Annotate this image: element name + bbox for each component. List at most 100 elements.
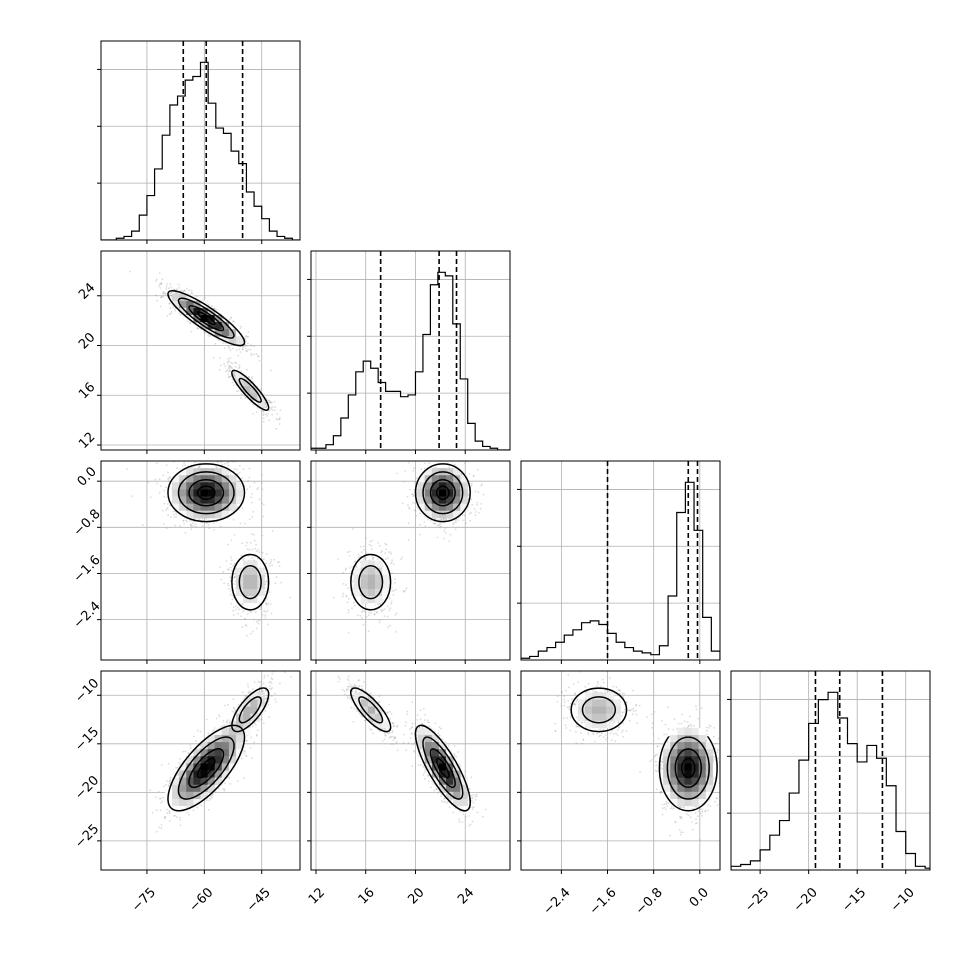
sample-point <box>470 511 472 514</box>
sample-point <box>342 592 345 595</box>
sample-point <box>474 514 477 517</box>
sample-point <box>279 409 282 412</box>
sample-point <box>269 562 271 565</box>
y-tick-label: 0.0 <box>75 464 100 489</box>
y-tick-label: 12 <box>76 430 98 452</box>
sample-point <box>250 557 253 560</box>
density-cell <box>360 581 369 590</box>
sample-point <box>158 272 161 275</box>
sample-point <box>453 458 455 460</box>
sample-point <box>207 524 210 526</box>
sample-point <box>473 508 476 510</box>
sample-point <box>169 307 172 310</box>
sample-point <box>439 523 441 526</box>
sample-point <box>384 542 387 545</box>
sample-point <box>370 544 373 547</box>
sample-point <box>426 457 428 459</box>
sample-point <box>168 475 171 478</box>
sample-point <box>213 522 215 524</box>
sample-point <box>461 519 464 522</box>
sample-point <box>267 399 270 402</box>
sample-point <box>250 496 253 499</box>
sample-point <box>247 479 250 482</box>
sample-point <box>252 556 255 559</box>
sample-point <box>470 482 473 485</box>
sample-point <box>216 309 218 311</box>
density-cell <box>438 489 447 497</box>
sample-point <box>476 501 479 504</box>
sample-point <box>394 578 396 580</box>
sample-point <box>262 682 265 685</box>
sample-point <box>196 295 198 298</box>
sample-point <box>248 467 251 470</box>
sample-point <box>235 468 238 471</box>
sample-point <box>234 361 236 364</box>
sample-point <box>160 282 163 285</box>
sample-point <box>454 463 456 466</box>
sample-point <box>432 522 435 524</box>
sample-point <box>280 581 282 584</box>
sample-point <box>439 519 442 521</box>
sample-point <box>263 558 265 560</box>
sample-point <box>231 569 233 572</box>
sample-point <box>204 297 207 299</box>
sample-point <box>241 348 244 351</box>
sample-point <box>163 495 166 498</box>
sample-point <box>227 370 230 373</box>
sample-point <box>244 338 247 340</box>
density-cell <box>207 510 216 519</box>
sample-point <box>217 339 220 342</box>
sample-point <box>233 583 236 585</box>
sample-point <box>190 523 192 526</box>
sample-point <box>390 552 393 555</box>
sample-point <box>258 498 261 501</box>
sample-point <box>231 378 234 381</box>
sample-point <box>237 354 240 357</box>
sample-point <box>433 456 435 458</box>
sample-point <box>266 610 269 612</box>
sample-point <box>414 502 417 505</box>
sample-point <box>158 285 160 287</box>
sample-point <box>207 303 210 306</box>
sample-point <box>270 406 272 409</box>
sample-point <box>455 521 457 524</box>
sample-point <box>251 501 254 504</box>
sample-point <box>155 294 158 297</box>
sample-point <box>242 468 245 470</box>
sample-point <box>165 464 168 467</box>
sample-point <box>278 418 281 421</box>
sample-point <box>426 518 429 521</box>
density-cell <box>236 489 244 497</box>
sample-point <box>423 462 426 465</box>
sample-point <box>156 299 159 302</box>
sample-point <box>257 622 260 625</box>
sample-point <box>212 356 215 359</box>
sample-point <box>226 568 229 571</box>
sample-point <box>173 516 176 519</box>
sample-point <box>270 369 272 372</box>
sample-point <box>469 519 472 522</box>
sample-point <box>232 320 234 323</box>
sample-point <box>130 495 133 497</box>
sample-point <box>159 287 162 289</box>
sample-point <box>476 503 479 506</box>
sample-point <box>157 790 160 793</box>
sample-point <box>170 311 173 313</box>
panel-3-0: −25−20−15−10−75 −60 −45 <box>72 670 301 915</box>
sample-point <box>380 609 383 611</box>
sample-point <box>247 348 250 351</box>
sample-point <box>179 524 182 527</box>
sample-point <box>273 558 276 561</box>
sample-point <box>268 564 271 567</box>
sample-point <box>172 513 175 516</box>
sample-point <box>169 312 172 315</box>
sample-point <box>454 528 457 531</box>
sample-point <box>249 632 252 635</box>
sample-point <box>228 347 231 349</box>
sample-point <box>223 582 226 585</box>
sample-point <box>353 601 355 604</box>
density-cell <box>228 503 237 512</box>
sample-point <box>228 365 231 368</box>
sample-point <box>183 289 186 292</box>
density-cell <box>179 489 187 497</box>
